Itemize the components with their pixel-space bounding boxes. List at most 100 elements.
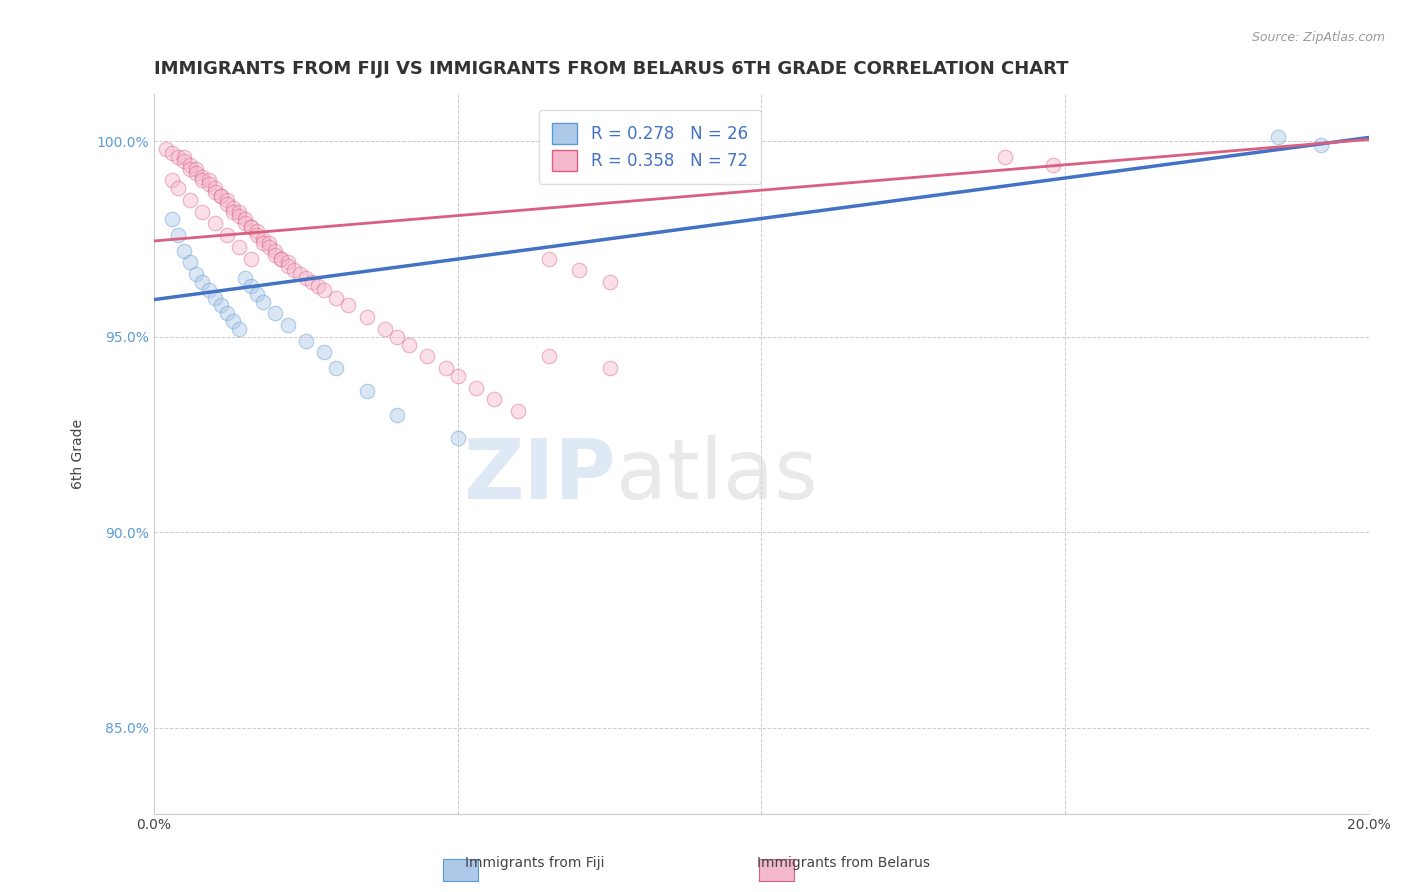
Point <box>294 334 316 348</box>
Point <box>464 380 486 394</box>
Point <box>191 275 214 289</box>
Point <box>167 228 190 243</box>
Point <box>240 220 263 235</box>
Point <box>173 153 195 168</box>
Point <box>270 252 292 266</box>
Point <box>240 252 263 266</box>
Point <box>325 361 347 376</box>
Point <box>416 349 439 363</box>
Point <box>993 150 1015 164</box>
Point <box>398 337 420 351</box>
Point <box>204 185 226 199</box>
Point <box>288 267 311 281</box>
Point <box>222 201 245 215</box>
Point <box>197 173 219 187</box>
Point <box>259 235 281 250</box>
Point <box>233 216 256 230</box>
Point <box>204 181 226 195</box>
Point <box>215 193 238 207</box>
Point <box>482 392 505 407</box>
Point <box>259 240 281 254</box>
Point <box>179 161 201 176</box>
Point <box>240 220 263 235</box>
Point <box>252 232 274 246</box>
Point <box>270 252 292 266</box>
Point <box>186 161 208 176</box>
Point <box>312 345 335 359</box>
Point <box>337 298 360 312</box>
Point <box>447 368 470 383</box>
Point <box>537 349 560 363</box>
Point <box>312 283 335 297</box>
Point <box>246 224 269 238</box>
Point <box>228 209 250 223</box>
Point <box>252 235 274 250</box>
Point <box>385 408 408 422</box>
Point <box>233 271 256 285</box>
Point <box>1309 138 1331 153</box>
Point <box>191 169 214 184</box>
Text: Immigrants from Belarus: Immigrants from Belarus <box>756 855 931 870</box>
Point <box>228 204 250 219</box>
Point <box>215 197 238 211</box>
Point <box>325 291 347 305</box>
Point <box>264 244 287 258</box>
Point <box>155 142 177 156</box>
Point <box>276 318 298 332</box>
Point <box>1042 158 1064 172</box>
Point <box>276 255 298 269</box>
Point <box>173 244 195 258</box>
Point <box>209 189 232 203</box>
Point <box>276 260 298 274</box>
Point <box>222 204 245 219</box>
Point <box>240 279 263 293</box>
Point <box>294 271 316 285</box>
Point <box>568 263 591 277</box>
Point <box>160 173 183 187</box>
Point <box>215 228 238 243</box>
Legend: R = 0.278   N = 26, R = 0.358   N = 72: R = 0.278 N = 26, R = 0.358 N = 72 <box>538 110 761 184</box>
Text: atlas: atlas <box>616 435 817 516</box>
Point <box>252 294 274 309</box>
Point <box>599 361 621 376</box>
Point <box>301 275 323 289</box>
Point <box>599 275 621 289</box>
Point <box>356 310 378 325</box>
Point <box>246 228 269 243</box>
Point <box>434 361 457 376</box>
Point <box>374 322 396 336</box>
Text: Source: ZipAtlas.com: Source: ZipAtlas.com <box>1251 31 1385 45</box>
Point <box>209 298 232 312</box>
Point <box>233 212 256 227</box>
Point <box>179 255 201 269</box>
Point <box>204 216 226 230</box>
Point <box>197 283 219 297</box>
Point <box>385 330 408 344</box>
Point <box>179 193 201 207</box>
Point <box>173 150 195 164</box>
Point <box>204 291 226 305</box>
Point <box>537 252 560 266</box>
Point <box>283 263 305 277</box>
Text: IMMIGRANTS FROM FIJI VS IMMIGRANTS FROM BELARUS 6TH GRADE CORRELATION CHART: IMMIGRANTS FROM FIJI VS IMMIGRANTS FROM … <box>153 60 1069 78</box>
Point <box>264 248 287 262</box>
Point <box>186 165 208 179</box>
Point <box>167 181 190 195</box>
Text: ZIP: ZIP <box>463 435 616 516</box>
Point <box>197 178 219 192</box>
Point <box>167 150 190 164</box>
Point <box>191 173 214 187</box>
Point <box>228 240 250 254</box>
Point <box>160 146 183 161</box>
Point <box>179 158 201 172</box>
Point <box>1267 130 1289 145</box>
Point <box>222 314 245 328</box>
Point <box>191 204 214 219</box>
Point <box>215 306 238 320</box>
Point <box>447 431 470 445</box>
Text: Immigrants from Fiji: Immigrants from Fiji <box>464 855 605 870</box>
Point <box>508 404 530 418</box>
Point <box>246 286 269 301</box>
Point <box>209 189 232 203</box>
Point <box>228 322 250 336</box>
